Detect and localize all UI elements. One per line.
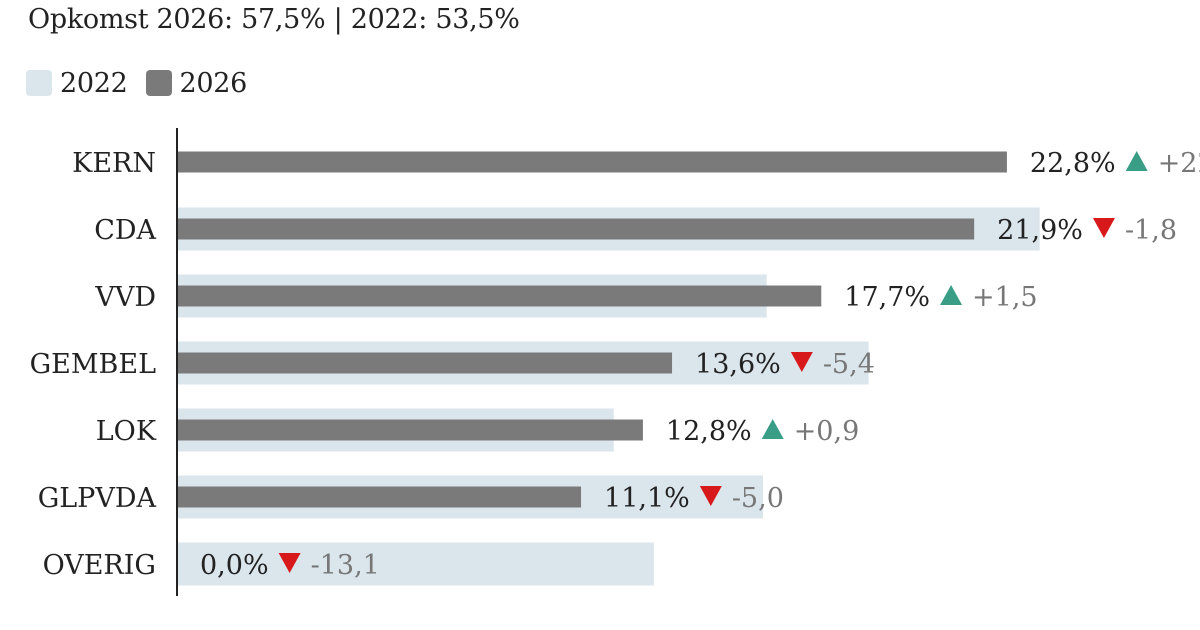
change-label-lok: +0,9 bbox=[794, 416, 860, 447]
change-label-gembel: -5,4 bbox=[823, 349, 875, 380]
bar-2026-gembel[interactable] bbox=[177, 352, 673, 374]
change-label-glpvda: -5,0 bbox=[732, 483, 784, 514]
change-label-overig: -13,1 bbox=[311, 550, 380, 581]
category-label-cda: CDA bbox=[94, 215, 156, 246]
triangle-up-icon-vvd bbox=[940, 285, 963, 305]
legend-item-2026[interactable]: 2026 bbox=[145, 67, 248, 99]
chart-legend: 2022 2026 bbox=[26, 66, 265, 100]
triangle-down-icon-cda bbox=[1092, 218, 1115, 238]
triangle-up-icon-lok bbox=[761, 419, 784, 439]
value-label-kern: 22,8% bbox=[1030, 148, 1116, 179]
category-label-gembel: GEMBEL bbox=[30, 349, 156, 380]
triangle-up-icon-kern bbox=[1125, 151, 1148, 171]
chart-subtitle: Opkomst 2026: 57,5% | 2022: 53,5% bbox=[28, 4, 520, 35]
category-label-kern: KERN bbox=[72, 148, 156, 179]
legend-swatch-2026 bbox=[145, 70, 172, 96]
value-label-lok: 12,8% bbox=[666, 416, 752, 447]
value-label-gembel: 13,6% bbox=[695, 349, 781, 380]
bar-2026-vvd[interactable] bbox=[177, 285, 822, 307]
category-label-vvd: VVD bbox=[94, 282, 156, 313]
change-label-cda: -1,8 bbox=[1125, 215, 1177, 246]
bar-2026-kern[interactable] bbox=[177, 151, 1007, 173]
change-label-vvd: +1,5 bbox=[972, 282, 1038, 313]
triangle-down-icon-gembel bbox=[790, 352, 813, 372]
bar-2026-lok[interactable] bbox=[177, 419, 643, 441]
bar-2026-cda[interactable] bbox=[177, 218, 975, 240]
change-label-kern: +22 bbox=[1158, 148, 1200, 179]
value-label-cda: 21,9% bbox=[997, 215, 1083, 246]
legend-item-2022[interactable]: 2022 bbox=[26, 68, 128, 99]
legend-label-2026: 2026 bbox=[179, 67, 248, 99]
value-label-overig: 0,0% bbox=[200, 550, 269, 581]
legend-swatch-2022 bbox=[26, 70, 52, 96]
legend-label-2022: 2022 bbox=[60, 67, 128, 99]
value-label-vvd: 17,7% bbox=[844, 282, 930, 313]
category-label-overig: OVERIG bbox=[43, 550, 156, 581]
value-label-glpvda: 11,1% bbox=[604, 483, 690, 514]
triangle-down-icon-glpvda bbox=[699, 486, 722, 506]
bar-2022-overig[interactable] bbox=[177, 542, 654, 586]
bar-2026-glpvda[interactable] bbox=[177, 486, 582, 508]
category-label-lok: LOK bbox=[96, 416, 157, 447]
category-label-glpvda: GLPVDA bbox=[38, 483, 157, 514]
triangle-down-icon-overig bbox=[278, 553, 301, 573]
